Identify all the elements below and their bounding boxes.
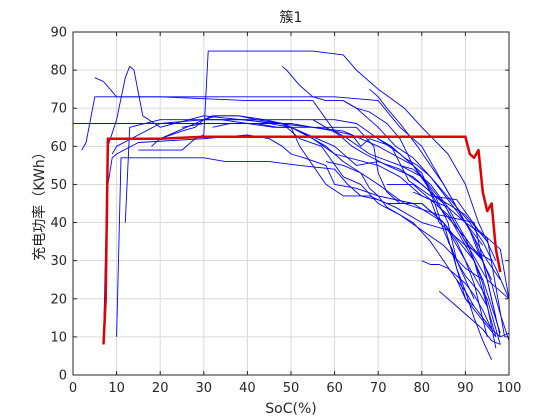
series-line	[465, 222, 510, 341]
series-line	[456, 279, 510, 338]
series-line	[377, 138, 510, 299]
x-tick-label: 90	[457, 381, 474, 396]
series-line	[203, 115, 506, 337]
series-line-highlight	[102, 135, 502, 345]
y-tick-label: 70	[50, 102, 67, 117]
y-tick-label: 20	[50, 292, 67, 307]
x-tick-label: 20	[152, 381, 169, 396]
chart-title: 簇1	[280, 10, 303, 26]
x-axis-label: SoC(%)	[265, 401, 316, 417]
x-tick-label: 60	[326, 381, 343, 396]
x-tick-label: 50	[283, 381, 300, 396]
series-line	[212, 123, 475, 299]
x-tick-label: 10	[108, 381, 125, 396]
series-line	[369, 88, 493, 280]
series-line	[124, 119, 488, 242]
y-tick-label: 40	[50, 216, 67, 231]
x-tick-label: 0	[69, 381, 77, 396]
series-line	[107, 134, 497, 338]
axis-ticks: 0 10 20 30 40 50 60 70 80 90 100 0 10 20 30 40 50 60 70 80 9…	[50, 26, 521, 397]
series-lines	[73, 50, 510, 360]
series-line	[81, 96, 510, 299]
y-tick-label: 30	[50, 254, 67, 269]
x-tick-label: 70	[370, 381, 387, 396]
series-line	[116, 157, 492, 337]
y-tick-label: 60	[50, 140, 67, 155]
series-line	[421, 260, 493, 330]
series-line	[399, 164, 497, 349]
y-tick-label: 10	[50, 330, 67, 345]
y-tick-label: 0	[59, 369, 67, 384]
series-line	[438, 290, 501, 345]
y-tick-label: 90	[50, 26, 67, 41]
y-tick-label: 80	[50, 64, 67, 79]
series-line	[412, 191, 501, 334]
y-axis-label: 充电功率（KWh）	[31, 145, 48, 260]
series-line	[386, 183, 488, 338]
x-tick-label: 100	[497, 381, 522, 396]
x-tick-label: 30	[196, 381, 213, 396]
series-line	[151, 115, 497, 338]
x-tick-label: 40	[239, 381, 256, 396]
series-line	[111, 119, 484, 262]
x-tick-label: 80	[414, 381, 431, 396]
y-tick-label: 50	[50, 178, 67, 193]
series-line	[282, 65, 484, 246]
